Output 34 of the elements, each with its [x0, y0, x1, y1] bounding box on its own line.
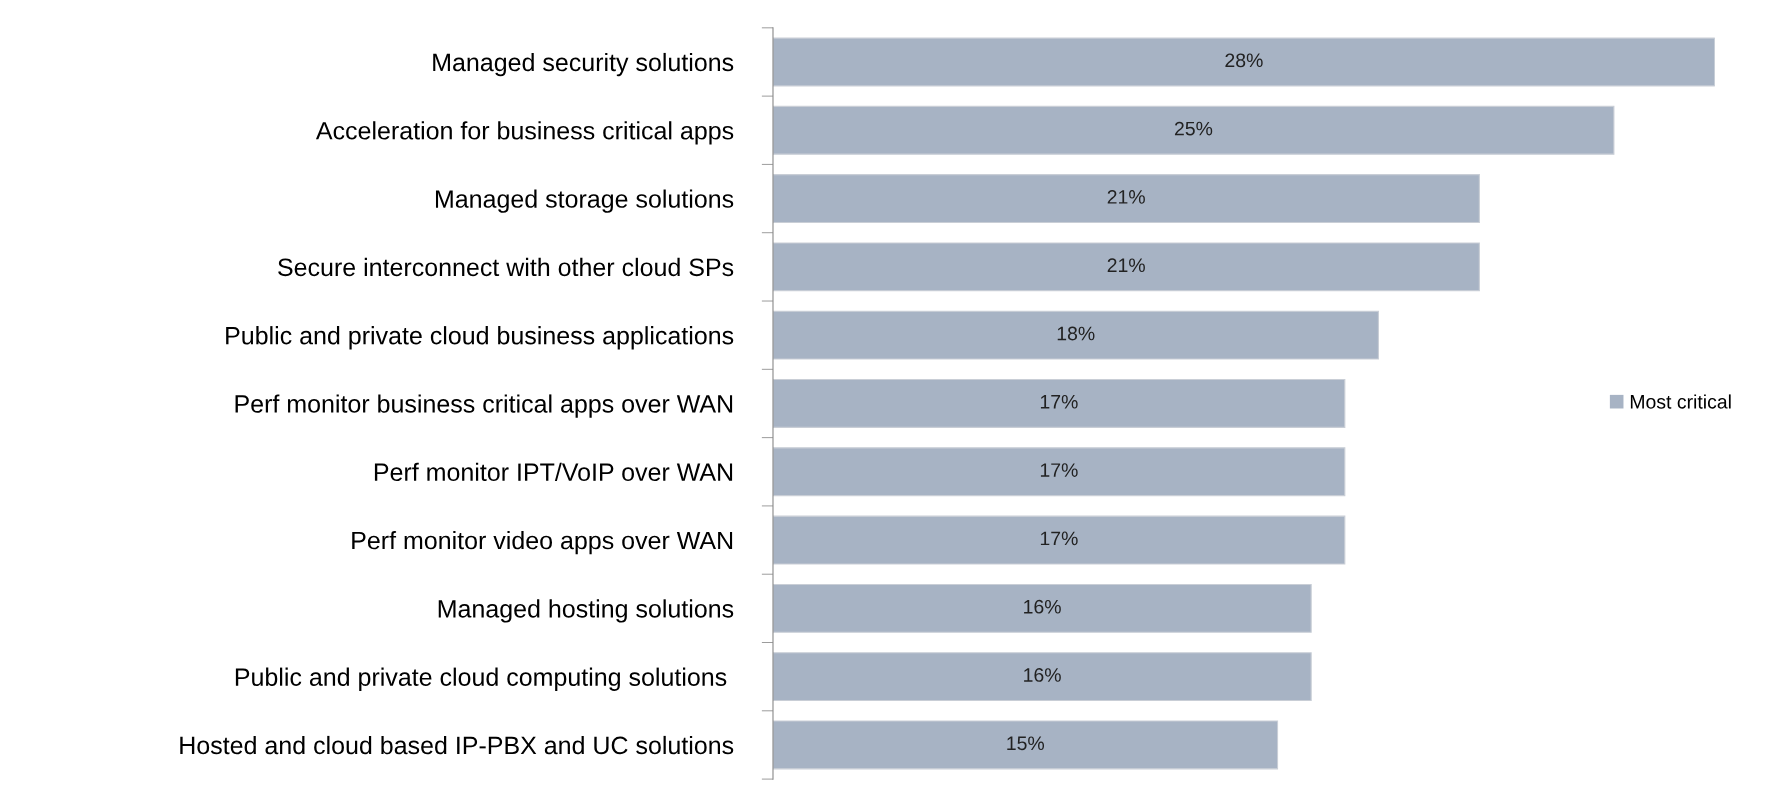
data-label: 21% [1107, 190, 1145, 204]
data-label: 15% [1007, 736, 1045, 751]
data-label: 16% [1024, 668, 1061, 682]
y-tick-label: Secure interconnect with other cloud SPs [278, 257, 734, 277]
y-tick-label: Perf monitor video apps over WAN [352, 531, 733, 555]
y-tick-label: Public and private cloud computing solutions [235, 667, 727, 691]
y-tick-label: Managed hosting solutions [438, 599, 734, 623]
bar [772, 720, 1279, 770]
y-tick-label: Perf monitor business critical apps over WAN [235, 394, 733, 418]
data-label: 17% [1040, 531, 1078, 546]
bar [772, 652, 1312, 702]
bar [772, 447, 1346, 497]
y-tick-label: Managed storage solutions [435, 189, 734, 213]
bar [772, 310, 1379, 360]
legend-label: Most critical [1630, 394, 1731, 409]
data-label: 21% [1107, 258, 1145, 273]
bar [772, 583, 1312, 633]
y-tick-label: Managed security solutions [433, 52, 734, 77]
data-label: 17% [1040, 463, 1078, 477]
bar [772, 105, 1615, 155]
data-label: 18% [1057, 326, 1095, 341]
y-tick-label: Perf monitor IPT/VoIP over WAN [374, 462, 733, 482]
data-label: 16% [1024, 599, 1061, 614]
bar [772, 37, 1715, 87]
data-label: 25% [1174, 121, 1213, 136]
y-tick-label: Hosted and cloud based IP-PBX and UC solutions [180, 735, 734, 755]
bar [772, 515, 1346, 565]
bar [772, 379, 1346, 428]
bar [772, 242, 1480, 292]
bar [772, 174, 1480, 224]
data-label: 17% [1040, 395, 1078, 409]
y-tick-label: Acceleration for business critical apps [315, 121, 734, 145]
y-tick-label: Public and private cloud business applications [226, 326, 734, 350]
data-label: 28% [1225, 53, 1263, 68]
